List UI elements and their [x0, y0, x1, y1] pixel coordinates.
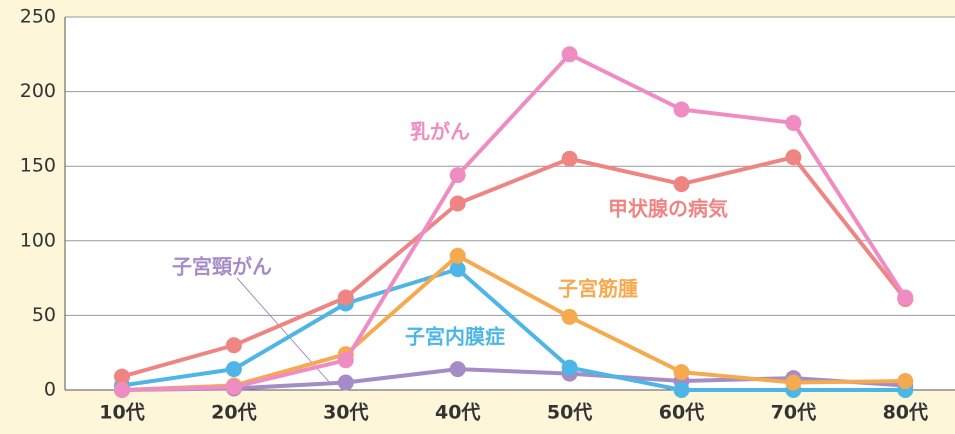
x-tick-label: 80代	[883, 402, 928, 424]
marker	[673, 364, 690, 381]
marker	[785, 149, 802, 166]
marker	[337, 374, 354, 391]
marker	[337, 289, 354, 306]
marker	[114, 382, 130, 398]
series-line	[121, 267, 906, 392]
series-line	[121, 367, 906, 392]
y-tick-label: 0	[44, 379, 56, 401]
x-tick-label: 10代	[99, 402, 144, 424]
marker	[225, 361, 242, 378]
marker	[561, 46, 578, 63]
x-tick-label: 30代	[323, 402, 368, 424]
x-tick-label: 70代	[771, 402, 816, 424]
series-label: 甲状腺の病気	[608, 197, 728, 221]
marker	[449, 247, 466, 264]
marker	[449, 167, 466, 184]
y-tick-label: 50	[32, 304, 56, 326]
series-label: 子宮内膜症	[405, 325, 505, 349]
y-tick-label: 150	[20, 155, 56, 177]
y-tick-label: 100	[20, 229, 56, 251]
x-tick-label: 60代	[659, 402, 704, 424]
marker	[897, 289, 914, 306]
marker	[673, 382, 690, 398]
marker	[897, 373, 914, 390]
x-tick-label: 50代	[547, 402, 592, 424]
y-tick-label: 200	[20, 80, 56, 102]
marker	[225, 379, 242, 396]
marker	[673, 101, 690, 118]
marker	[337, 352, 354, 369]
marker	[449, 261, 466, 278]
marker	[114, 368, 130, 385]
series-line	[121, 155, 907, 379]
marker	[449, 361, 466, 378]
marker	[561, 359, 578, 376]
series-label: 子宮頸がん	[172, 255, 272, 279]
marker	[561, 150, 578, 167]
series-line	[121, 52, 907, 392]
series-label: 子宮筋腫	[558, 277, 638, 301]
leader-line	[236, 277, 331, 384]
x-tick-label: 40代	[435, 402, 480, 424]
plot-area	[65, 17, 955, 390]
marker	[785, 114, 802, 131]
y-tick-label: 250	[20, 6, 56, 28]
series-line	[121, 253, 906, 392]
marker	[673, 176, 690, 193]
marker	[785, 374, 802, 391]
marker	[225, 337, 242, 354]
marker	[561, 308, 578, 325]
marker	[449, 195, 466, 212]
x-tick-label: 20代	[211, 402, 256, 424]
series-label: 乳がん	[410, 120, 470, 144]
